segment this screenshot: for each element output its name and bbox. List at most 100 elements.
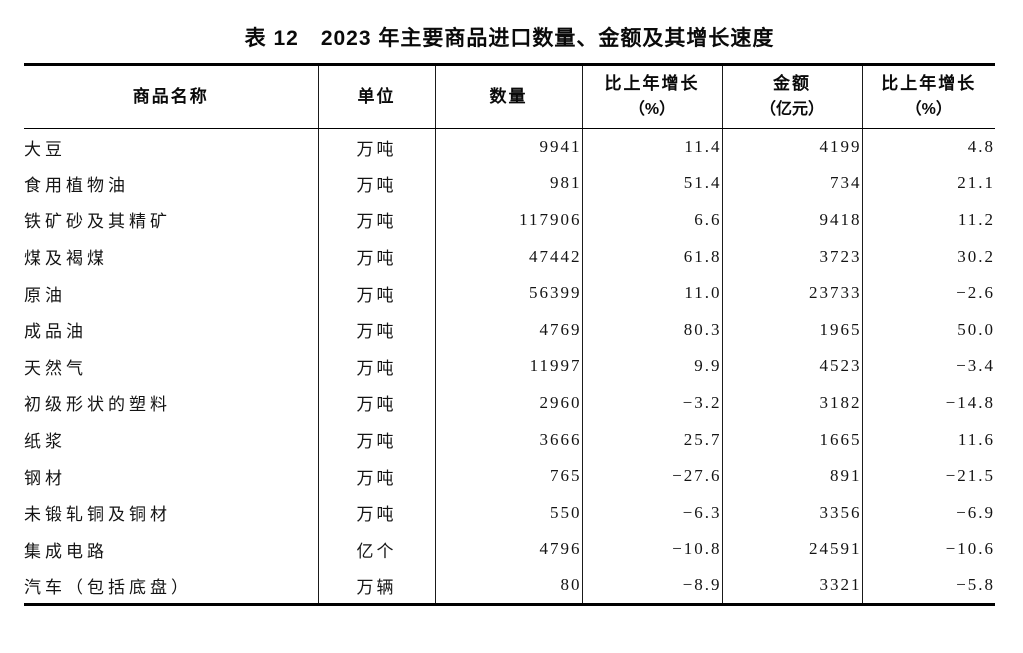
amount-value: 23733: [722, 274, 863, 312]
table-row: 煤及褐煤 万吨 47442 61.8 3723 30.2: [24, 238, 995, 275]
header-amount: 金额 （亿元）: [722, 64, 863, 129]
quantity-growth-value: 9.9: [582, 348, 723, 385]
commodity-unit: 亿个: [318, 531, 436, 568]
amount-growth-value: −10.6: [945, 539, 995, 559]
quantity-growth-value: 11.0: [582, 274, 723, 312]
amount-value: 3723: [722, 238, 863, 275]
commodity-name: 成品油: [24, 311, 319, 349]
amount-growth-value: −14.8: [945, 392, 995, 412]
quantity-growth-value: −6.3: [582, 494, 723, 532]
quantity-growth-value: 80.3: [582, 311, 723, 349]
table-header: 商品名称 单位 数量 比上年增长 （%） 金额 （亿元） 比上年增长: [24, 64, 995, 129]
amount-value: 3321: [722, 567, 863, 605]
header-label: 比上年增长: [881, 74, 977, 94]
quantity-value: 117906: [435, 201, 583, 239]
table-row: 纸浆 万吨 3666 25.7 1665 11.6: [24, 421, 995, 458]
amount-value: 4199: [722, 128, 863, 166]
header-amount-growth: 比上年增长 （%）: [862, 64, 995, 129]
quantity-value: 3666: [435, 421, 583, 458]
amount-value: 734: [722, 165, 863, 202]
table-row: 食用植物油 万吨 981 51.4 734 21.1: [24, 165, 995, 202]
quantity-value: 9941: [435, 128, 583, 166]
commodity-unit: 万吨: [318, 165, 436, 202]
table-body: 大豆 万吨 9941 11.4 4199 4.8 食用植物油 万吨 981 51.4 734 21.1…: [24, 128, 995, 605]
header-label: 比上年增长: [604, 74, 700, 94]
commodity-unit: 万吨: [318, 348, 436, 385]
commodity-unit: 万吨: [318, 201, 436, 239]
table-row: 钢材 万吨 765 −27.6 891 −21.5: [24, 457, 995, 495]
header-commodity-name: 商品名称: [24, 64, 319, 129]
amount-value: 1665: [722, 421, 863, 458]
amount-value: 24591: [722, 531, 863, 568]
amount-value: 3356: [722, 494, 863, 532]
header-row: 商品名称 单位 数量 比上年增长 （%） 金额 （亿元） 比上年增长: [24, 64, 995, 129]
header-sublabel: （%）: [628, 100, 676, 118]
quantity-value: 981: [435, 165, 583, 202]
amount-value: 3182: [722, 384, 863, 422]
import-commodities-table: 商品名称 单位 数量 比上年增长 （%） 金额 （亿元） 比上年增长: [24, 63, 995, 606]
commodity-name: 未锻轧铜及铜材: [24, 494, 319, 532]
amount-value: 4523: [722, 348, 863, 385]
commodity-name: 钢材: [24, 457, 319, 495]
quantity-growth-value: −3.2: [582, 384, 723, 422]
header-label: 商品名称: [132, 86, 209, 106]
amount-growth-value: −21.5: [945, 466, 995, 486]
commodity-unit: 万吨: [318, 457, 436, 495]
commodity-name: 原油: [24, 274, 319, 312]
header-sublabel: （亿元）: [759, 100, 824, 118]
quantity-growth-value: −8.9: [582, 567, 723, 605]
commodity-name: 天然气: [24, 348, 319, 385]
amount-growth-value: 11.2: [957, 209, 995, 229]
amount-growth-value: 11.6: [957, 429, 995, 449]
commodity-unit: 万吨: [318, 494, 436, 532]
amount-growth-value: 50.0: [957, 319, 995, 339]
commodity-name: 初级形状的塑料: [24, 384, 319, 422]
amount-value: 1965: [722, 311, 863, 349]
commodity-unit: 万吨: [318, 421, 436, 458]
table-row: 铁矿砂及其精矿 万吨 117906 6.6 9418 11.2: [24, 201, 995, 239]
table-title: 表 12 2023 年主要商品进口数量、金额及其增长速度: [244, 27, 775, 50]
quantity-value: 765: [435, 457, 583, 495]
header-label: 数量: [489, 86, 528, 106]
commodity-unit: 万吨: [318, 311, 436, 349]
commodity-name: 纸浆: [24, 421, 319, 458]
commodity-name: 食用植物油: [24, 165, 319, 202]
quantity-value: 550: [435, 494, 583, 532]
amount-value: 9418: [722, 201, 863, 239]
table-row: 汽车（包括底盘） 万辆 80 −8.9 3321 −5.8: [24, 567, 995, 605]
amount-growth-value: 30.2: [957, 246, 995, 266]
quantity-value: 47442: [435, 238, 583, 275]
commodity-name: 铁矿砂及其精矿: [24, 201, 319, 239]
quantity-value: 4796: [435, 531, 583, 568]
quantity-growth-value: 25.7: [582, 421, 723, 458]
commodity-name: 集成电路: [24, 531, 319, 568]
quantity-growth-value: −10.8: [582, 531, 723, 568]
commodity-name: 煤及褐煤: [24, 238, 319, 275]
amount-growth-value: −3.4: [956, 356, 995, 376]
table-row: 大豆 万吨 9941 11.4 4199 4.8: [24, 128, 995, 166]
amount-value: 891: [722, 457, 863, 495]
table-row: 天然气 万吨 11997 9.9 4523 −3.4: [24, 348, 995, 385]
amount-growth-value: 21.1: [957, 173, 995, 193]
quantity-value: 11997: [435, 348, 583, 385]
quantity-value: 4769: [435, 311, 583, 349]
quantity-growth-value: 6.6: [582, 201, 723, 239]
amount-growth-value: −2.6: [956, 283, 995, 303]
quantity-growth-value: 11.4: [582, 128, 723, 166]
amount-growth-value: 4.8: [967, 137, 995, 157]
header-unit: 单位: [318, 64, 436, 129]
quantity-growth-value: 61.8: [582, 238, 723, 275]
amount-growth-value: −6.9: [956, 502, 995, 522]
commodity-unit: 万辆: [318, 567, 436, 605]
table-row: 原油 万吨 56399 11.0 23733 −2.6: [24, 274, 995, 312]
table-row: 未锻轧铜及铜材 万吨 550 −6.3 3356 −6.9: [24, 494, 995, 532]
header-label: 金额: [773, 74, 811, 94]
header-label: 单位: [357, 86, 396, 106]
table-row: 集成电路 亿个 4796 −10.8 24591 −10.6: [24, 531, 995, 568]
quantity-value: 2960: [435, 384, 583, 422]
commodity-unit: 万吨: [318, 384, 436, 422]
table-row: 初级形状的塑料 万吨 2960 −3.2 3182 −14.8: [24, 384, 995, 422]
header-quantity-growth: 比上年增长 （%）: [582, 64, 723, 129]
commodity-name: 大豆: [24, 128, 319, 166]
header-sublabel: （%）: [905, 100, 952, 118]
